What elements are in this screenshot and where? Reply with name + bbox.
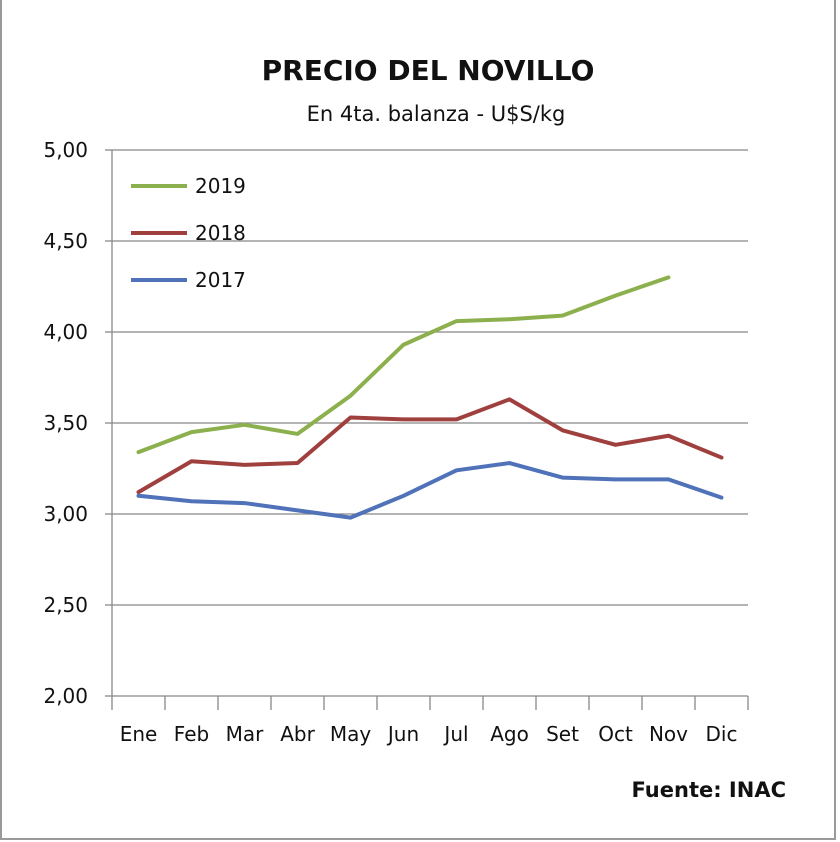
y-tick-label: 5,00	[43, 138, 88, 162]
x-tick-label: Nov	[649, 722, 688, 746]
y-tick-label: 2,00	[43, 684, 88, 708]
series-line-2018	[136, 397, 724, 495]
x-tick-label: Feb	[174, 722, 209, 746]
source-note: Fuente: INAC	[632, 778, 787, 802]
legend-label: 2018	[195, 221, 246, 245]
x-tick-label: May	[330, 722, 372, 746]
chart-subtitle: En 4ta. balanza - U$S/kg	[307, 102, 566, 126]
y-tick-label: 4,50	[43, 229, 88, 253]
series-line-2019	[136, 275, 671, 455]
legend-label: 2019	[195, 174, 246, 198]
x-tick-label: Ago	[490, 722, 529, 746]
x-tick-label: Jun	[386, 722, 419, 746]
x-tick-label: Dic	[706, 722, 738, 746]
x-tick-label: Abr	[280, 722, 315, 746]
series-line-2017	[136, 461, 724, 520]
y-tick-label: 3,50	[43, 411, 88, 435]
legend-label: 2017	[195, 268, 246, 292]
x-tick-label: Mar	[226, 722, 265, 746]
x-tick-label: Oct	[598, 722, 633, 746]
x-tick-label: Ene	[120, 722, 158, 746]
y-tick-label: 2,50	[43, 593, 88, 617]
y-tick-label: 4,00	[43, 320, 88, 344]
x-tick-label: Jul	[442, 722, 468, 746]
chart-title: PRECIO DEL NOVILLO	[262, 54, 595, 87]
y-tick-label: 3,00	[43, 502, 88, 526]
x-tick-label: Set	[546, 722, 579, 746]
